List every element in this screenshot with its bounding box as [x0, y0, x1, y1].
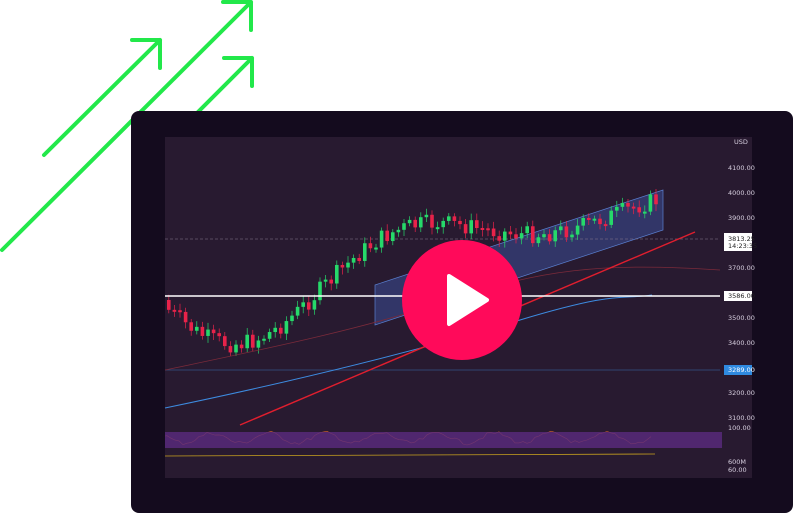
- countdown: 14:23:35: [728, 242, 757, 250]
- arrow: [0, 0, 253, 252]
- price-label: 4100.00: [728, 164, 755, 172]
- indicator-label: 600M: [728, 458, 746, 466]
- last-price-box: [724, 233, 752, 251]
- price-label: 3900.00: [728, 214, 755, 222]
- price-label: 3500.00: [728, 314, 755, 322]
- play-button[interactable]: [402, 240, 522, 360]
- price-label: 3400.00: [728, 339, 755, 347]
- price-label: 3200.00: [728, 389, 755, 397]
- price-label: 3100.00: [728, 414, 755, 422]
- support: 3289.00: [728, 366, 755, 374]
- level-box: [724, 291, 752, 301]
- level: 3586.00: [728, 292, 755, 300]
- indicator-band: [165, 432, 722, 448]
- last-price: 3813.25: [728, 235, 755, 243]
- price-label: 4000.00: [728, 189, 755, 197]
- play-icon[interactable]: [447, 274, 489, 326]
- currency: USD: [734, 138, 748, 146]
- support-box: [724, 365, 752, 375]
- volume-line: [164, 453, 656, 457]
- indicator-label: 60.00: [728, 466, 747, 474]
- price-axis: USD 4100.00 4000.00 3900.00 3700.00 3500…: [724, 138, 757, 474]
- price-label: 3700.00: [728, 264, 755, 272]
- arrow: [42, 38, 162, 157]
- indicator-label: 100.00: [728, 424, 751, 432]
